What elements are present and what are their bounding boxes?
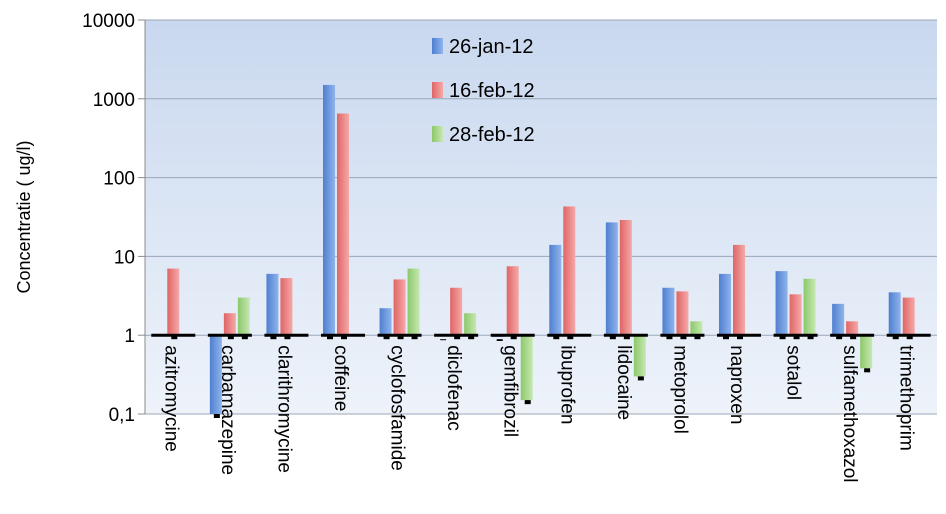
category-label: clarithromycine (273, 345, 294, 473)
bar (860, 335, 873, 369)
bar (167, 268, 180, 336)
category-label: diclofenac (443, 345, 464, 431)
bar-shadow (440, 339, 447, 341)
y-tick-label: 1000 (93, 90, 135, 111)
bar (719, 273, 731, 336)
bar (676, 291, 689, 336)
bar (209, 335, 222, 414)
bar (605, 222, 618, 336)
plot-area (145, 20, 937, 414)
category-label: sotalol (783, 345, 804, 400)
bar (563, 206, 576, 336)
bar (549, 244, 562, 336)
bar (775, 271, 788, 336)
category-label: naproxen (726, 345, 747, 424)
category-label: carbamazepine (217, 345, 238, 475)
bar (237, 297, 250, 336)
bar (223, 313, 236, 336)
legend: 26-jan-12 16-feb-12 28-feb-12 (432, 36, 535, 146)
bar (690, 321, 703, 336)
bar (450, 287, 463, 336)
legend-label: 28-feb-12 (449, 124, 535, 146)
y-tick-label: 10000 (82, 11, 135, 32)
bar (506, 266, 519, 336)
category-label: trimethoprim (896, 345, 917, 451)
category-label: ibuprofen (556, 345, 577, 424)
y-tick-label: 100 (103, 169, 135, 190)
bar (832, 303, 845, 336)
legend-label: 26-jan-12 (449, 36, 534, 58)
category-label: cyclofosfamide (387, 345, 408, 471)
bar (803, 278, 816, 336)
legend-label: 16-feb-12 (449, 80, 535, 102)
bar (407, 268, 420, 336)
axes: 0,1 1 10 100 1000 10000 azitromycine carbamazep… (82, 11, 931, 482)
y-tick-label: 1 (124, 326, 135, 347)
bar (323, 84, 335, 336)
category-label: lidocaine (613, 345, 634, 420)
bars (167, 84, 915, 418)
bar (379, 308, 392, 336)
legend-swatch (432, 126, 443, 142)
bar (464, 313, 477, 336)
bar (393, 279, 406, 336)
category-label: gemfibrozil (500, 345, 521, 437)
bar (789, 294, 802, 336)
bar (280, 278, 293, 336)
y-tick-label: 10 (114, 247, 135, 268)
bar (633, 335, 646, 377)
category-label: coffeine (330, 345, 351, 411)
bar (619, 219, 632, 336)
bar (733, 244, 745, 336)
bar (337, 113, 349, 336)
bar (846, 321, 859, 336)
bar (520, 335, 533, 401)
y-tick-label: 0,1 (109, 405, 135, 426)
bar (662, 287, 675, 336)
category-label: metoprolol (669, 345, 690, 434)
category-label: sulfamethoxazol (839, 345, 860, 482)
y-axis-label: Concentratie ( ug/l) (14, 140, 34, 293)
legend-swatch (432, 38, 443, 54)
category-label: azitromycine (160, 345, 181, 452)
legend-swatch (432, 82, 443, 98)
bar (888, 292, 901, 336)
bar (266, 273, 279, 336)
bar-shadow (496, 339, 503, 341)
bar (902, 297, 915, 336)
